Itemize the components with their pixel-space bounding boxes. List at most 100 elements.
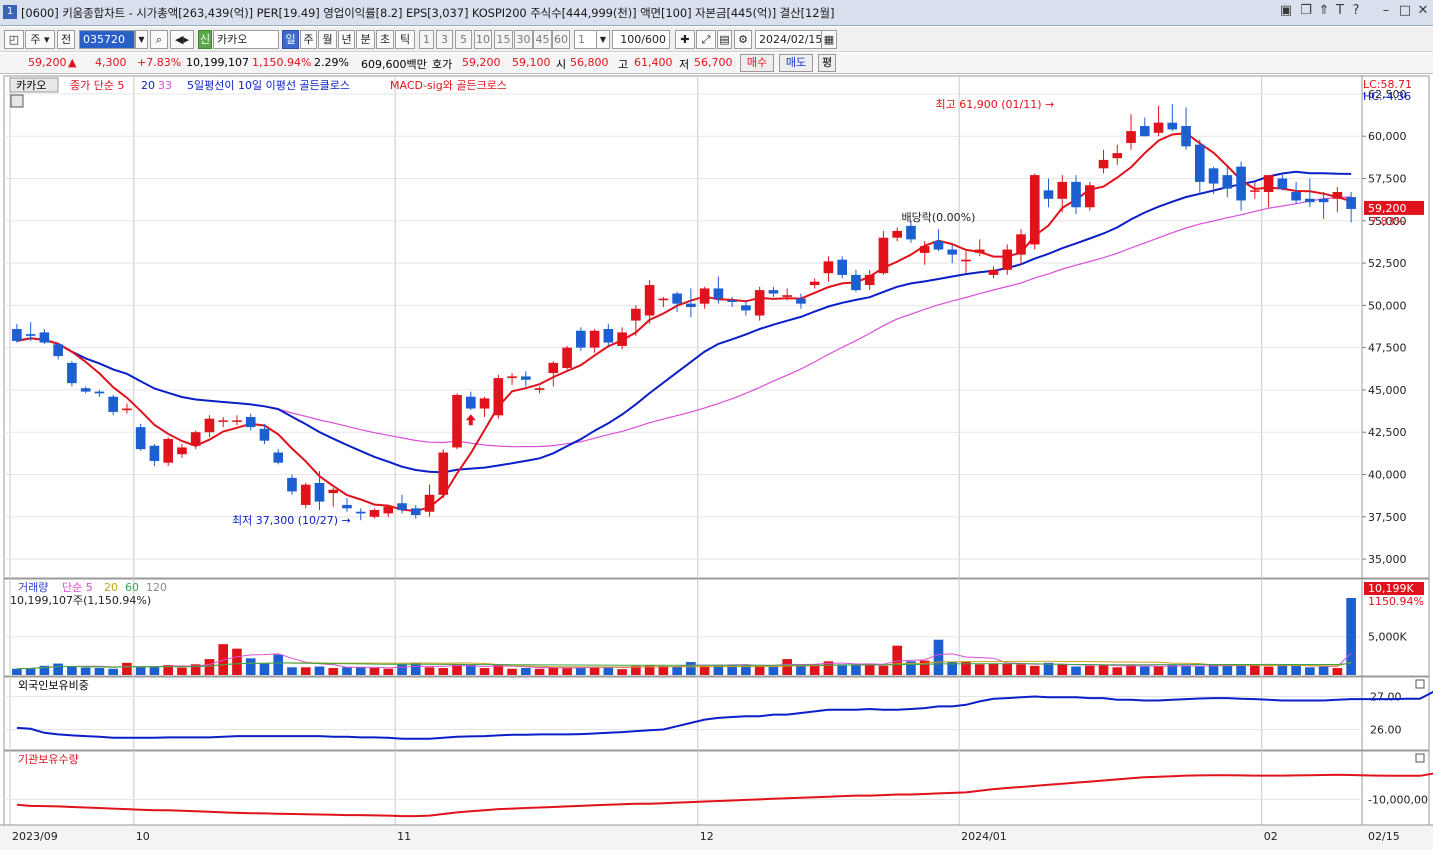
count-input[interactable]: 100/600: [612, 30, 670, 49]
pane-border: [3, 75, 1430, 579]
speaker-icon[interactable]: ◀▸: [170, 30, 194, 49]
code-dropdown-icon[interactable]: ▼: [135, 30, 148, 49]
volume-current-label: 10,199K: [1368, 582, 1414, 595]
maximize-icon[interactable]: □: [1398, 3, 1412, 18]
foreign-pane-title: 외국인보유비중: [18, 679, 89, 692]
search-icon[interactable]: ⌕: [150, 30, 168, 49]
candle-body: [122, 408, 132, 411]
volume-bar: [1222, 665, 1233, 675]
candle-body: [782, 295, 792, 297]
text-icon[interactable]: T: [1336, 3, 1344, 18]
period-tab-3[interactable]: 년: [338, 30, 355, 49]
interval-7[interactable]: 60: [552, 30, 570, 49]
pane-border: [3, 578, 1430, 677]
period-tab-2[interactable]: 월: [318, 30, 337, 49]
volume-bar: [1098, 665, 1109, 675]
volume-bar: [314, 666, 325, 675]
candle-body: [1332, 192, 1343, 199]
minimize-icon[interactable]: –: [1382, 3, 1390, 18]
period-tab-1[interactable]: 주: [300, 30, 317, 49]
volume-bar: [754, 665, 765, 675]
candle-body: [809, 281, 820, 286]
gear-icon[interactable]: ⚙: [734, 30, 752, 49]
period-tab-0[interactable]: 일: [282, 30, 299, 49]
volume-bar: [603, 667, 614, 675]
candle-body: [342, 504, 352, 509]
golden-cross-arrow: [465, 414, 476, 426]
foreign-tick-label: 26.00: [1370, 724, 1402, 737]
candle-body: [796, 298, 806, 304]
volume-bar: [465, 665, 476, 675]
hoga-label: 호가: [432, 58, 453, 71]
interval-2[interactable]: 5: [455, 30, 472, 49]
candle-body: [686, 303, 696, 308]
candle-body: [1043, 190, 1054, 199]
candle-body: [754, 290, 765, 316]
chart-menu-icon[interactable]: ◰: [4, 30, 24, 49]
candle-body: [479, 398, 490, 409]
stock-code-input[interactable]: 035720: [79, 30, 135, 49]
candle-body: [1084, 185, 1095, 208]
price-legend-item: 5일평선이 10일 이평선 골든클로스: [187, 78, 350, 92]
volume-bar: [686, 662, 696, 675]
stock-type-select[interactable]: 주 ▾: [25, 30, 55, 49]
interval-input[interactable]: 1: [574, 30, 598, 49]
volume-bar: [878, 665, 889, 675]
save-icon[interactable]: ▤: [717, 30, 732, 49]
volume-bar: [1084, 665, 1095, 675]
date-input[interactable]: 2024/02/15: [755, 30, 823, 49]
pin-icon[interactable]: ⇑: [1318, 3, 1330, 18]
candle-body: [837, 259, 847, 275]
trade-amount: 609,600백만: [361, 58, 427, 71]
window-number: 1: [3, 5, 17, 19]
help-icon[interactable]: ?: [1352, 3, 1360, 18]
layout-icon[interactable]: ▣: [1279, 3, 1293, 18]
candle-body: [699, 288, 710, 304]
stock-name-field[interactable]: 카카오: [213, 30, 279, 49]
toolbar: ◰ 주 ▾ 전 035720 ▼ ⌕ ◀▸ 신 카카오 일 주 월 년 분 초 …: [0, 27, 1433, 52]
credit-badge: 신: [198, 30, 212, 49]
period-tab-6[interactable]: 틱: [395, 30, 415, 49]
restore-window-icon[interactable]: ❐: [1300, 3, 1312, 18]
buy-button[interactable]: 매수: [740, 54, 774, 72]
volume-bar: [1332, 668, 1343, 675]
price-tick-label: 60,000: [1368, 130, 1407, 143]
chart-area[interactable]: 35,000 37,500 40,000 42,500 45,000 47,500 50,0…: [0, 75, 1433, 850]
interval-1[interactable]: 3: [436, 30, 453, 49]
period-tab-4[interactable]: 분: [356, 30, 375, 49]
candle-body: [576, 330, 586, 348]
interval-6[interactable]: 45: [533, 30, 552, 49]
interval-4[interactable]: 15: [494, 30, 513, 49]
candle-body: [245, 416, 256, 428]
candle-body: [823, 261, 834, 274]
volume-bar: [479, 668, 490, 675]
period-tab-5[interactable]: 초: [376, 30, 394, 49]
draw-tools-icon[interactable]: ✚: [675, 30, 695, 49]
market-select[interactable]: 전: [57, 30, 75, 49]
volume-bar: [782, 659, 792, 675]
volume-bar: [383, 668, 394, 675]
price-tick-label: 35,000: [1368, 553, 1407, 566]
price-tick-label: 42,500: [1368, 426, 1407, 439]
evaluation-button[interactable]: 평: [818, 54, 836, 72]
candle-body: [727, 300, 737, 302]
close-icon[interactable]: ✕: [1417, 3, 1429, 18]
interval-dropdown-icon[interactable]: ▼: [596, 30, 610, 49]
low-label: 저: [679, 58, 690, 71]
cross-icon[interactable]: ⤢: [696, 30, 716, 49]
calendar-icon[interactable]: ▦: [821, 30, 837, 49]
sell-button[interactable]: 매도: [779, 54, 813, 72]
candle-body: [1236, 166, 1246, 201]
interval-0[interactable]: 1: [419, 30, 434, 49]
candle-body: [300, 484, 311, 505]
candle-body: [25, 334, 36, 336]
window-title: [0600] 키움종합차트 - 시가총액[263,439(억)] PER[19.…: [21, 6, 835, 20]
volume-bar: [94, 668, 105, 675]
price-legend-item: MACD-sig와 골든크로스: [390, 79, 507, 92]
volume-bar: [273, 654, 284, 675]
interval-5[interactable]: 30: [514, 30, 533, 49]
candle-body: [617, 332, 627, 346]
interval-3[interactable]: 10: [474, 30, 492, 49]
price-tick-label: 52,500: [1368, 257, 1407, 270]
volume-bar: [864, 665, 875, 675]
